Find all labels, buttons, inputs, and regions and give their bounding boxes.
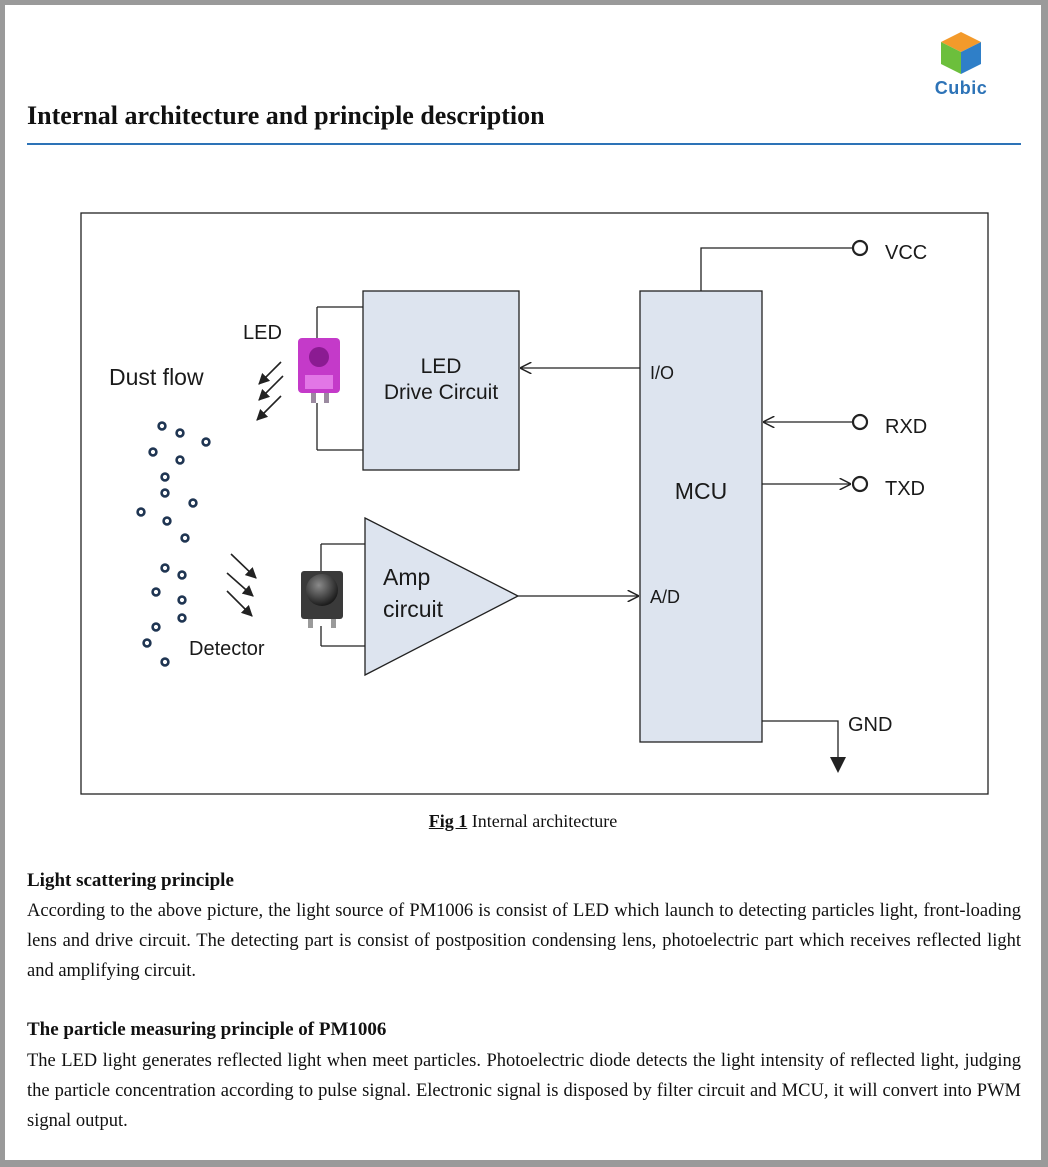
title-divider (27, 143, 1021, 145)
reflected-light-arrows (226, 553, 257, 617)
emitted-light-arrows (256, 361, 284, 421)
section-heading-light-scattering: Light scattering principle (27, 870, 234, 891)
rxd-label: RXD (885, 416, 927, 438)
led-component (298, 306, 363, 451)
mcu-block (639, 290, 763, 743)
architecture-diagram: Dust flow LED Detector LE (80, 212, 989, 795)
txd-label: TXD (885, 478, 925, 500)
figure-caption: Fig 1 Internal architecture (5, 811, 1041, 832)
document-page: Cubic Internal architecture and principl… (5, 5, 1041, 1160)
logo-text: Cubic (934, 78, 988, 98)
vcc-line (700, 247, 852, 291)
dust-particles (136, 421, 211, 667)
led-drive-label-line1: LED (421, 355, 462, 378)
vcc-label: VCC (885, 242, 927, 264)
diagram-frame (80, 212, 989, 795)
led-drive-label-line2: Drive Circuit (384, 381, 499, 404)
ad-pin-label: A/D (650, 587, 680, 607)
detector-label: Detector (189, 638, 265, 660)
rxd-terminal-icon (851, 413, 869, 431)
amp-label-line1: Amp (383, 564, 430, 590)
figure-number: Fig 1 (428, 811, 468, 831)
vcc-terminal-icon (851, 239, 869, 257)
figure-caption-text: Internal architecture (467, 811, 618, 831)
page-title: Internal architecture and principle desc… (27, 101, 545, 130)
amp-label-line2: circuit (383, 596, 444, 622)
cubic-logo-icon (941, 32, 981, 74)
dust-flow-label: Dust flow (109, 364, 204, 390)
mcu-label: MCU (675, 478, 727, 504)
io-pin-label: I/O (650, 363, 674, 383)
section-body-light-scattering: According to the above picture, the ligh… (27, 901, 1021, 981)
detector-component (301, 543, 365, 647)
section-heading-particle-measuring: The particle measuring principle of PM10… (27, 1019, 387, 1040)
led-label: LED (243, 322, 282, 344)
gnd-label: GND (848, 714, 892, 736)
led-drive-circuit-block (362, 290, 520, 471)
txd-terminal-icon (851, 475, 869, 493)
amp-circuit-block (364, 516, 520, 677)
gnd-arrow-icon (830, 757, 846, 773)
section-body-particle-measuring: The LED light generates reflected light … (27, 1051, 1021, 1131)
gnd-line (762, 720, 839, 757)
